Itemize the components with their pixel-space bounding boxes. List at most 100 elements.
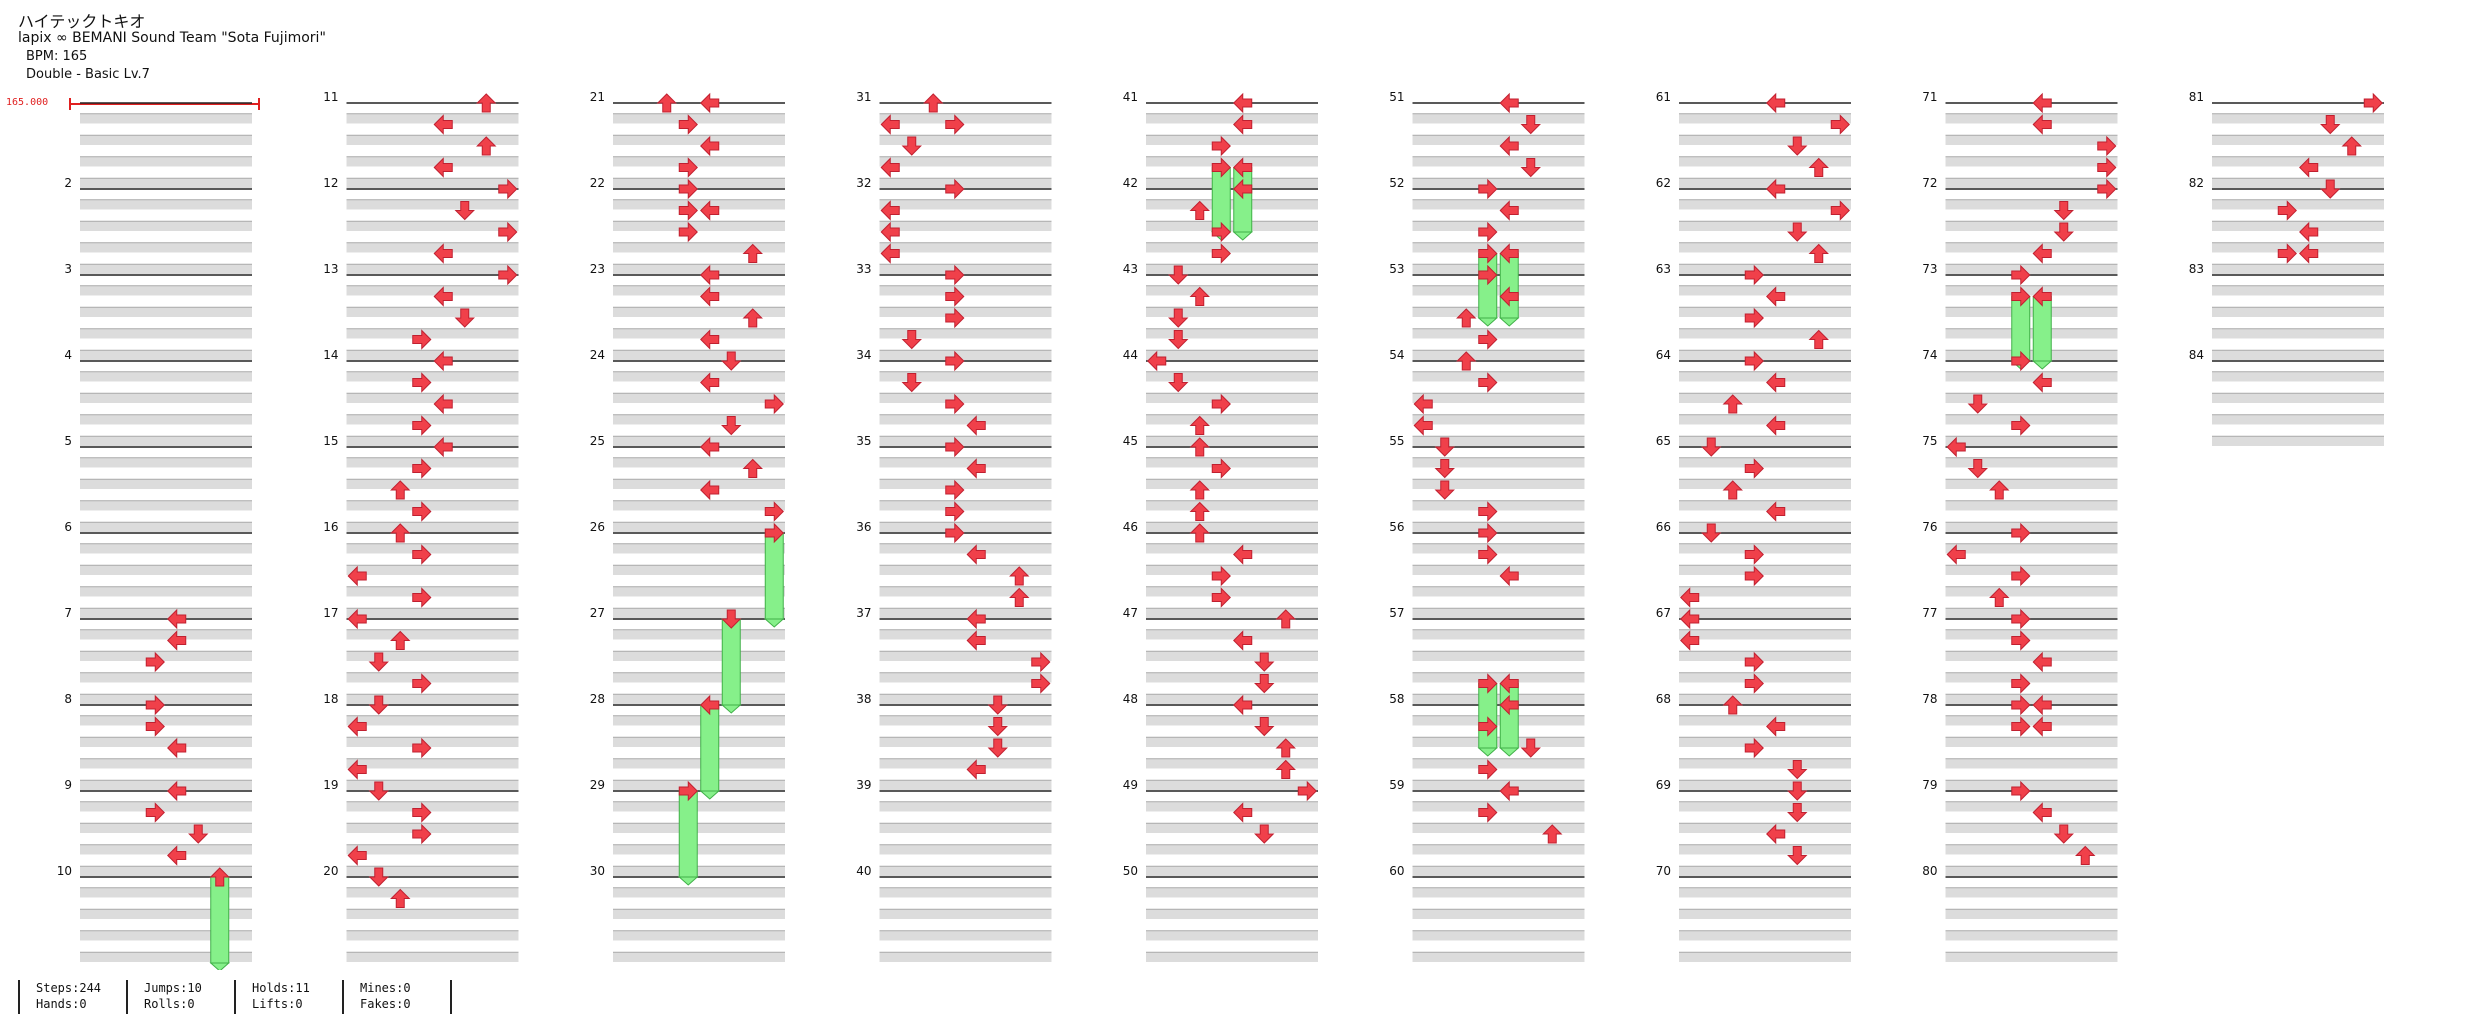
arrow-up-icon <box>1722 695 1743 715</box>
arrow-shape <box>2053 824 2074 844</box>
beat-band <box>1412 414 1585 425</box>
beat-band <box>1412 522 1585 532</box>
arrow-shape <box>1211 458 1231 479</box>
arrow-shape <box>1680 587 1700 608</box>
arrow-down-icon <box>721 351 742 371</box>
arrow-down-icon <box>2320 115 2341 135</box>
beat-band <box>2212 135 2384 145</box>
arrow-right-icon <box>945 350 965 372</box>
beat-band <box>613 586 785 597</box>
arrow-shape <box>1808 157 1829 177</box>
measure-number: 57 <box>1389 606 1404 620</box>
arrow-shape <box>1297 780 1317 802</box>
beat-band <box>80 715 252 726</box>
arrow-right-icon <box>945 479 965 501</box>
measure-number: 13 <box>323 262 338 276</box>
arrow-right-icon <box>2011 716 2031 737</box>
arrow-down-icon <box>1254 674 1275 694</box>
arrow-shape <box>700 200 720 221</box>
arrow-down-icon <box>188 824 209 844</box>
arrow-shape <box>945 393 965 415</box>
beat-band <box>1679 350 1851 360</box>
measure-number: 23 <box>590 262 605 276</box>
measure-44: 44 <box>1123 348 1318 446</box>
beat-band <box>879 672 1052 683</box>
arrow-shape <box>1701 523 1722 543</box>
beat-band <box>1146 866 1318 876</box>
measure-number: 27 <box>590 606 605 620</box>
arrow-left-icon <box>2032 286 2052 307</box>
beat-band <box>1679 178 1851 188</box>
arrow-up-icon <box>209 867 230 887</box>
beat-band <box>346 328 519 339</box>
arrow-shape <box>1434 459 1455 479</box>
beat-band <box>879 801 1052 812</box>
arrow-shape <box>1254 824 1275 844</box>
measure-number: 64 <box>1656 348 1671 362</box>
beat-band <box>1146 651 1318 661</box>
arrow-shape <box>2011 350 2031 372</box>
beat-band <box>1679 500 1851 511</box>
arrow-right-icon <box>1744 458 1764 479</box>
beat-band <box>879 823 1052 833</box>
arrow-shape <box>2277 200 2297 221</box>
measure-number: 78 <box>1922 692 1937 706</box>
arrow-down-icon <box>1967 459 1988 479</box>
measure-50: 50 <box>1123 864 1318 962</box>
arrow-down-icon <box>1434 459 1455 479</box>
beat-band <box>613 264 785 274</box>
arrow-shape <box>1478 501 1498 522</box>
arrow-up-icon <box>1989 587 2010 607</box>
beat-band <box>1679 801 1851 812</box>
arrow-shape <box>721 416 742 436</box>
measure-number: 10 <box>57 864 72 878</box>
measure-number: 62 <box>1656 176 1671 190</box>
measure-57: 57 <box>1389 606 1585 704</box>
beat-band <box>346 930 519 941</box>
arrow-shape <box>1009 566 1030 586</box>
beat-band <box>1679 866 1851 876</box>
beat-band <box>613 887 785 898</box>
measure-number: 47 <box>1123 606 1138 620</box>
arrow-shape <box>1168 373 1189 393</box>
beat-band <box>613 307 785 317</box>
beat-band <box>1679 113 1851 124</box>
beat-band <box>613 866 785 876</box>
arrow-right-icon <box>2011 608 2031 630</box>
measure-number: 75 <box>1922 434 1937 448</box>
hold-tail <box>1498 747 1520 757</box>
arrow-shape <box>1499 694 1519 716</box>
arrow-down-icon <box>2320 179 2341 199</box>
arrow-shape <box>1233 157 1253 178</box>
arrow-right-icon <box>1211 157 1231 178</box>
arrow-shape <box>368 781 389 801</box>
arrow-shape <box>433 350 453 372</box>
measure-number: 74 <box>1922 348 1937 362</box>
arrow-up-icon <box>476 136 497 156</box>
arrow-shape <box>368 695 389 715</box>
measure-number: 37 <box>856 606 871 620</box>
beat-band <box>613 178 785 188</box>
arrow-shape <box>1275 738 1296 758</box>
beat-band <box>346 199 519 210</box>
arrow-shape <box>1766 286 1786 307</box>
measure-28: 28 <box>590 692 785 790</box>
beat-band <box>1146 715 1318 726</box>
arrow-left-icon <box>167 737 187 759</box>
arrow-shape <box>2277 243 2297 264</box>
measure-number: 26 <box>590 520 605 534</box>
measure-48: 48 <box>1123 692 1318 790</box>
arrow-left-icon <box>966 759 986 780</box>
measure-number: 22 <box>590 176 605 190</box>
beat-band <box>1679 823 1851 833</box>
arrow-shape <box>188 824 209 844</box>
arrow-left-icon <box>347 845 367 866</box>
arrow-up-icon <box>1808 157 1829 177</box>
arrow-shape <box>145 694 165 716</box>
beat-band <box>346 264 519 274</box>
arrow-right-icon <box>1211 565 1231 587</box>
beat-band <box>80 156 252 167</box>
beat-band <box>1146 285 1318 296</box>
beat-band <box>1412 178 1585 188</box>
beat-band <box>1412 694 1585 704</box>
